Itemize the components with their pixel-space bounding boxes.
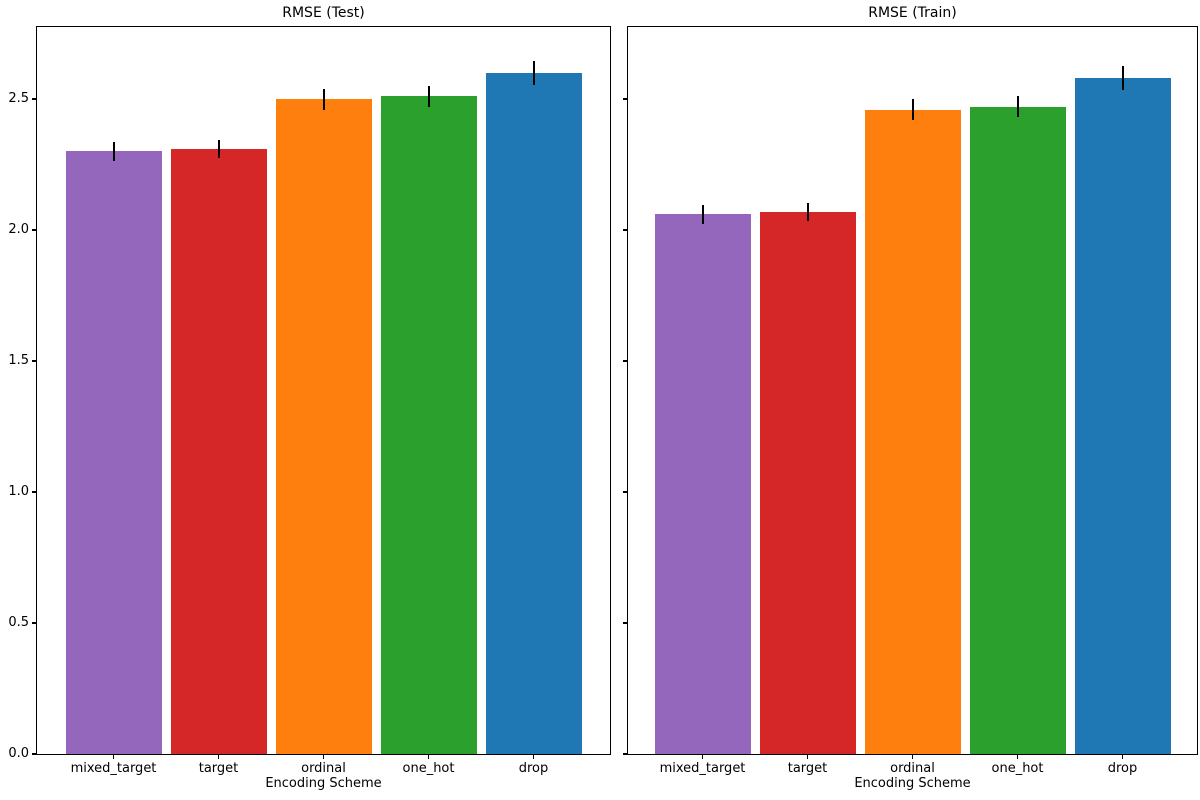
x-tick-label-target: target	[787, 761, 828, 776]
subplot-train-xlabel: Encoding Scheme	[854, 776, 971, 791]
error-bar-ordinal	[911, 99, 914, 121]
y-tick-mark	[623, 753, 627, 755]
bar-mixed_target	[654, 214, 751, 754]
y-tick-mark	[32, 229, 36, 231]
bar-mixed_target	[65, 151, 162, 754]
y-tick-mark	[623, 491, 627, 493]
error-bar-ordinal	[322, 88, 325, 110]
x-tick-label-one_hot: one_hot	[402, 761, 455, 776]
x-tick-mark	[701, 755, 704, 759]
x-tick-mark	[806, 755, 809, 759]
subplot-test: RMSE (Test) Encoding Scheme 0.0 0.5 1.0 1.5…	[8, 5, 611, 791]
y-tick-label: 2.5	[8, 91, 29, 107]
x-tick-mark	[427, 755, 430, 759]
x-tick-mark	[911, 755, 914, 759]
error-bar-target	[806, 202, 809, 221]
x-tick-mark	[217, 755, 220, 759]
subplot-test-xlabel: Encoding Scheme	[265, 776, 382, 791]
y-tick-label: 0.0	[8, 746, 29, 761]
x-tick-label-target: target	[198, 761, 239, 776]
bar-one_hot	[969, 106, 1066, 754]
error-bar-mixed_target	[701, 205, 704, 224]
bar-one_hot	[380, 96, 477, 754]
subplot-test-title: RMSE (Test)	[282, 5, 365, 21]
x-tick-label-one_hot: one_hot	[991, 761, 1044, 776]
y-tick-mark	[623, 360, 627, 362]
x-tick-label-ordinal: ordinal	[301, 761, 346, 776]
y-tick-mark	[32, 622, 36, 624]
error-bar-target	[217, 139, 220, 158]
bar-target	[170, 148, 267, 754]
x-tick-mark	[112, 755, 115, 759]
x-tick-mark	[1016, 755, 1019, 759]
bar-drop	[1074, 78, 1171, 754]
y-tick-mark	[623, 98, 627, 100]
y-tick-mark	[623, 229, 627, 231]
error-bar-drop	[1121, 66, 1124, 90]
error-bar-drop	[532, 61, 535, 85]
y-tick-label: 2.0	[8, 222, 29, 238]
bar-ordinal	[864, 109, 961, 754]
y-tick-label: 1.0	[8, 484, 29, 500]
y-tick-mark	[32, 360, 36, 362]
y-tick-mark	[32, 491, 36, 493]
x-tick-label-drop: drop	[518, 761, 549, 776]
y-tick-label: 0.5	[8, 615, 29, 630]
error-bar-one_hot	[1016, 96, 1019, 118]
subplot-train-title: RMSE (Train)	[868, 5, 957, 21]
y-tick-mark	[32, 753, 36, 755]
y-tick-mark	[32, 98, 36, 100]
subplot-train: RMSE (Train) Encoding Scheme mixed_targe…	[623, 5, 1198, 791]
x-tick-mark	[1121, 755, 1124, 759]
x-tick-label-drop: drop	[1107, 761, 1138, 776]
x-tick-mark	[532, 755, 535, 759]
x-tick-label-mixed_target: mixed_target	[659, 761, 746, 776]
error-bar-mixed_target	[112, 142, 115, 161]
bar-drop	[485, 72, 582, 754]
y-tick-mark	[623, 622, 627, 624]
x-tick-label-mixed_target: mixed_target	[70, 761, 157, 776]
error-bar-one_hot	[427, 85, 430, 107]
bar-target	[759, 211, 856, 754]
bar-ordinal	[275, 99, 372, 754]
x-tick-mark	[322, 755, 325, 759]
x-tick-label-ordinal: ordinal	[890, 761, 935, 776]
y-tick-label: 1.5	[8, 353, 29, 369]
